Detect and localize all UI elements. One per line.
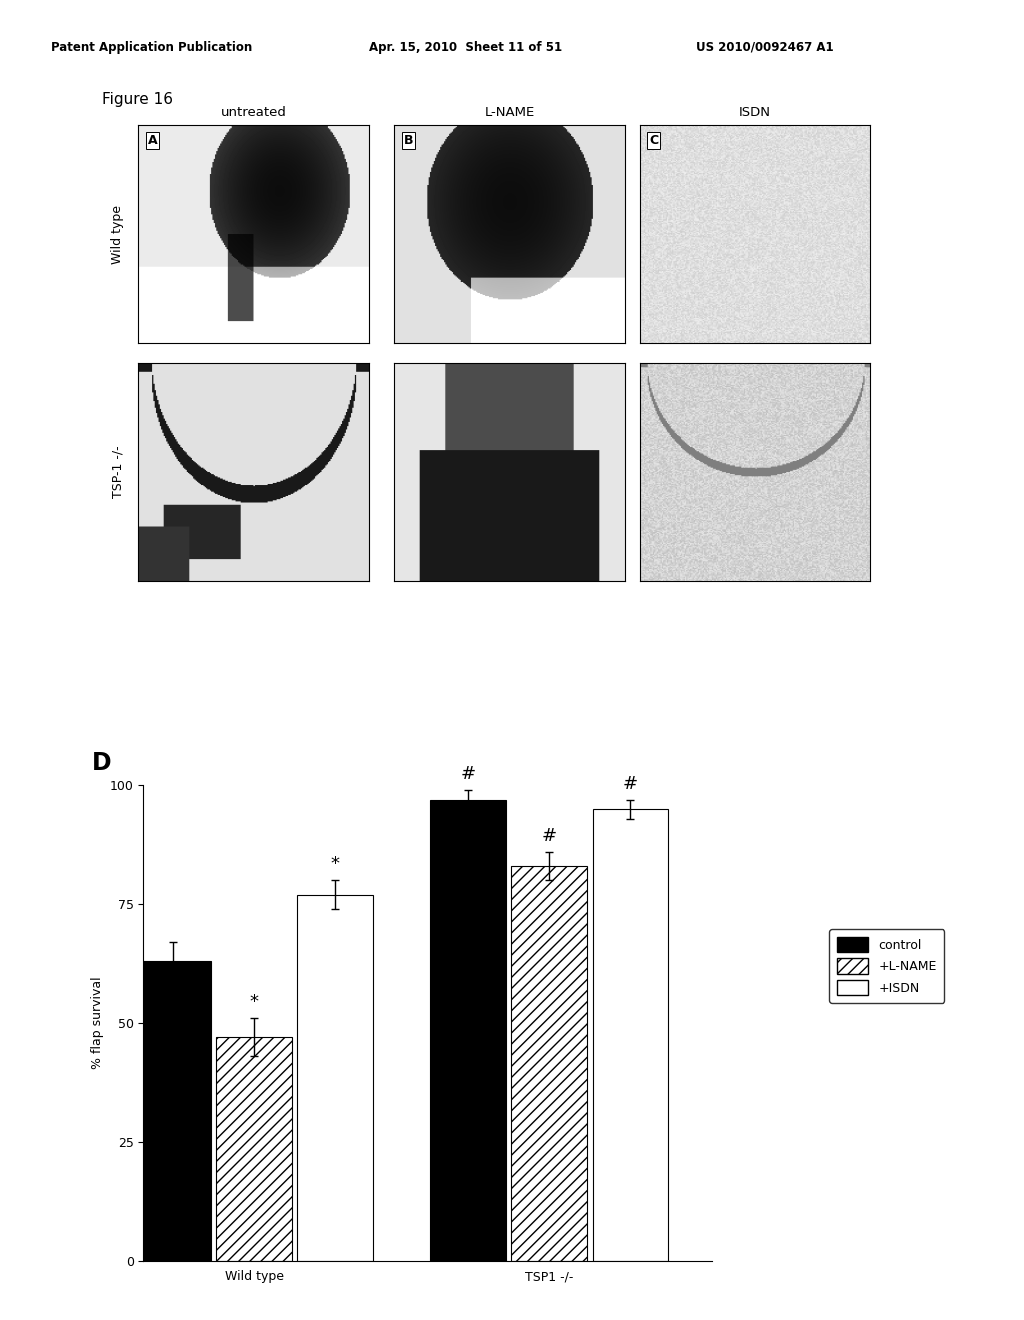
Text: US 2010/0092467 A1: US 2010/0092467 A1 xyxy=(696,41,834,54)
Text: #: # xyxy=(542,826,557,845)
Text: *: * xyxy=(331,855,340,874)
Bar xyxy=(297,895,373,1261)
Text: A: A xyxy=(147,135,157,147)
Text: #: # xyxy=(461,766,476,783)
Y-axis label: % flap survival: % flap survival xyxy=(91,977,104,1069)
Text: Wild type: Wild type xyxy=(112,205,124,264)
Legend: control, +L-NAME, +ISDN: control, +L-NAME, +ISDN xyxy=(829,929,944,1003)
Text: Patent Application Publication: Patent Application Publication xyxy=(51,41,253,54)
Text: untreated: untreated xyxy=(220,106,287,119)
Text: #: # xyxy=(623,775,638,792)
Text: Apr. 15, 2010  Sheet 11 of 51: Apr. 15, 2010 Sheet 11 of 51 xyxy=(369,41,562,54)
Text: Figure 16: Figure 16 xyxy=(102,92,173,107)
Bar xyxy=(216,1038,292,1261)
Text: B: B xyxy=(403,135,413,147)
Bar xyxy=(430,800,506,1261)
Text: ISDN: ISDN xyxy=(739,106,771,119)
Text: TSP-1 -/-: TSP-1 -/- xyxy=(112,446,124,498)
Bar xyxy=(593,809,669,1261)
Bar xyxy=(511,866,587,1261)
Bar xyxy=(135,961,211,1261)
Text: *: * xyxy=(250,993,259,1011)
Text: L-NAME: L-NAME xyxy=(484,106,535,119)
Text: C: C xyxy=(649,135,658,147)
Text: D: D xyxy=(92,751,112,775)
